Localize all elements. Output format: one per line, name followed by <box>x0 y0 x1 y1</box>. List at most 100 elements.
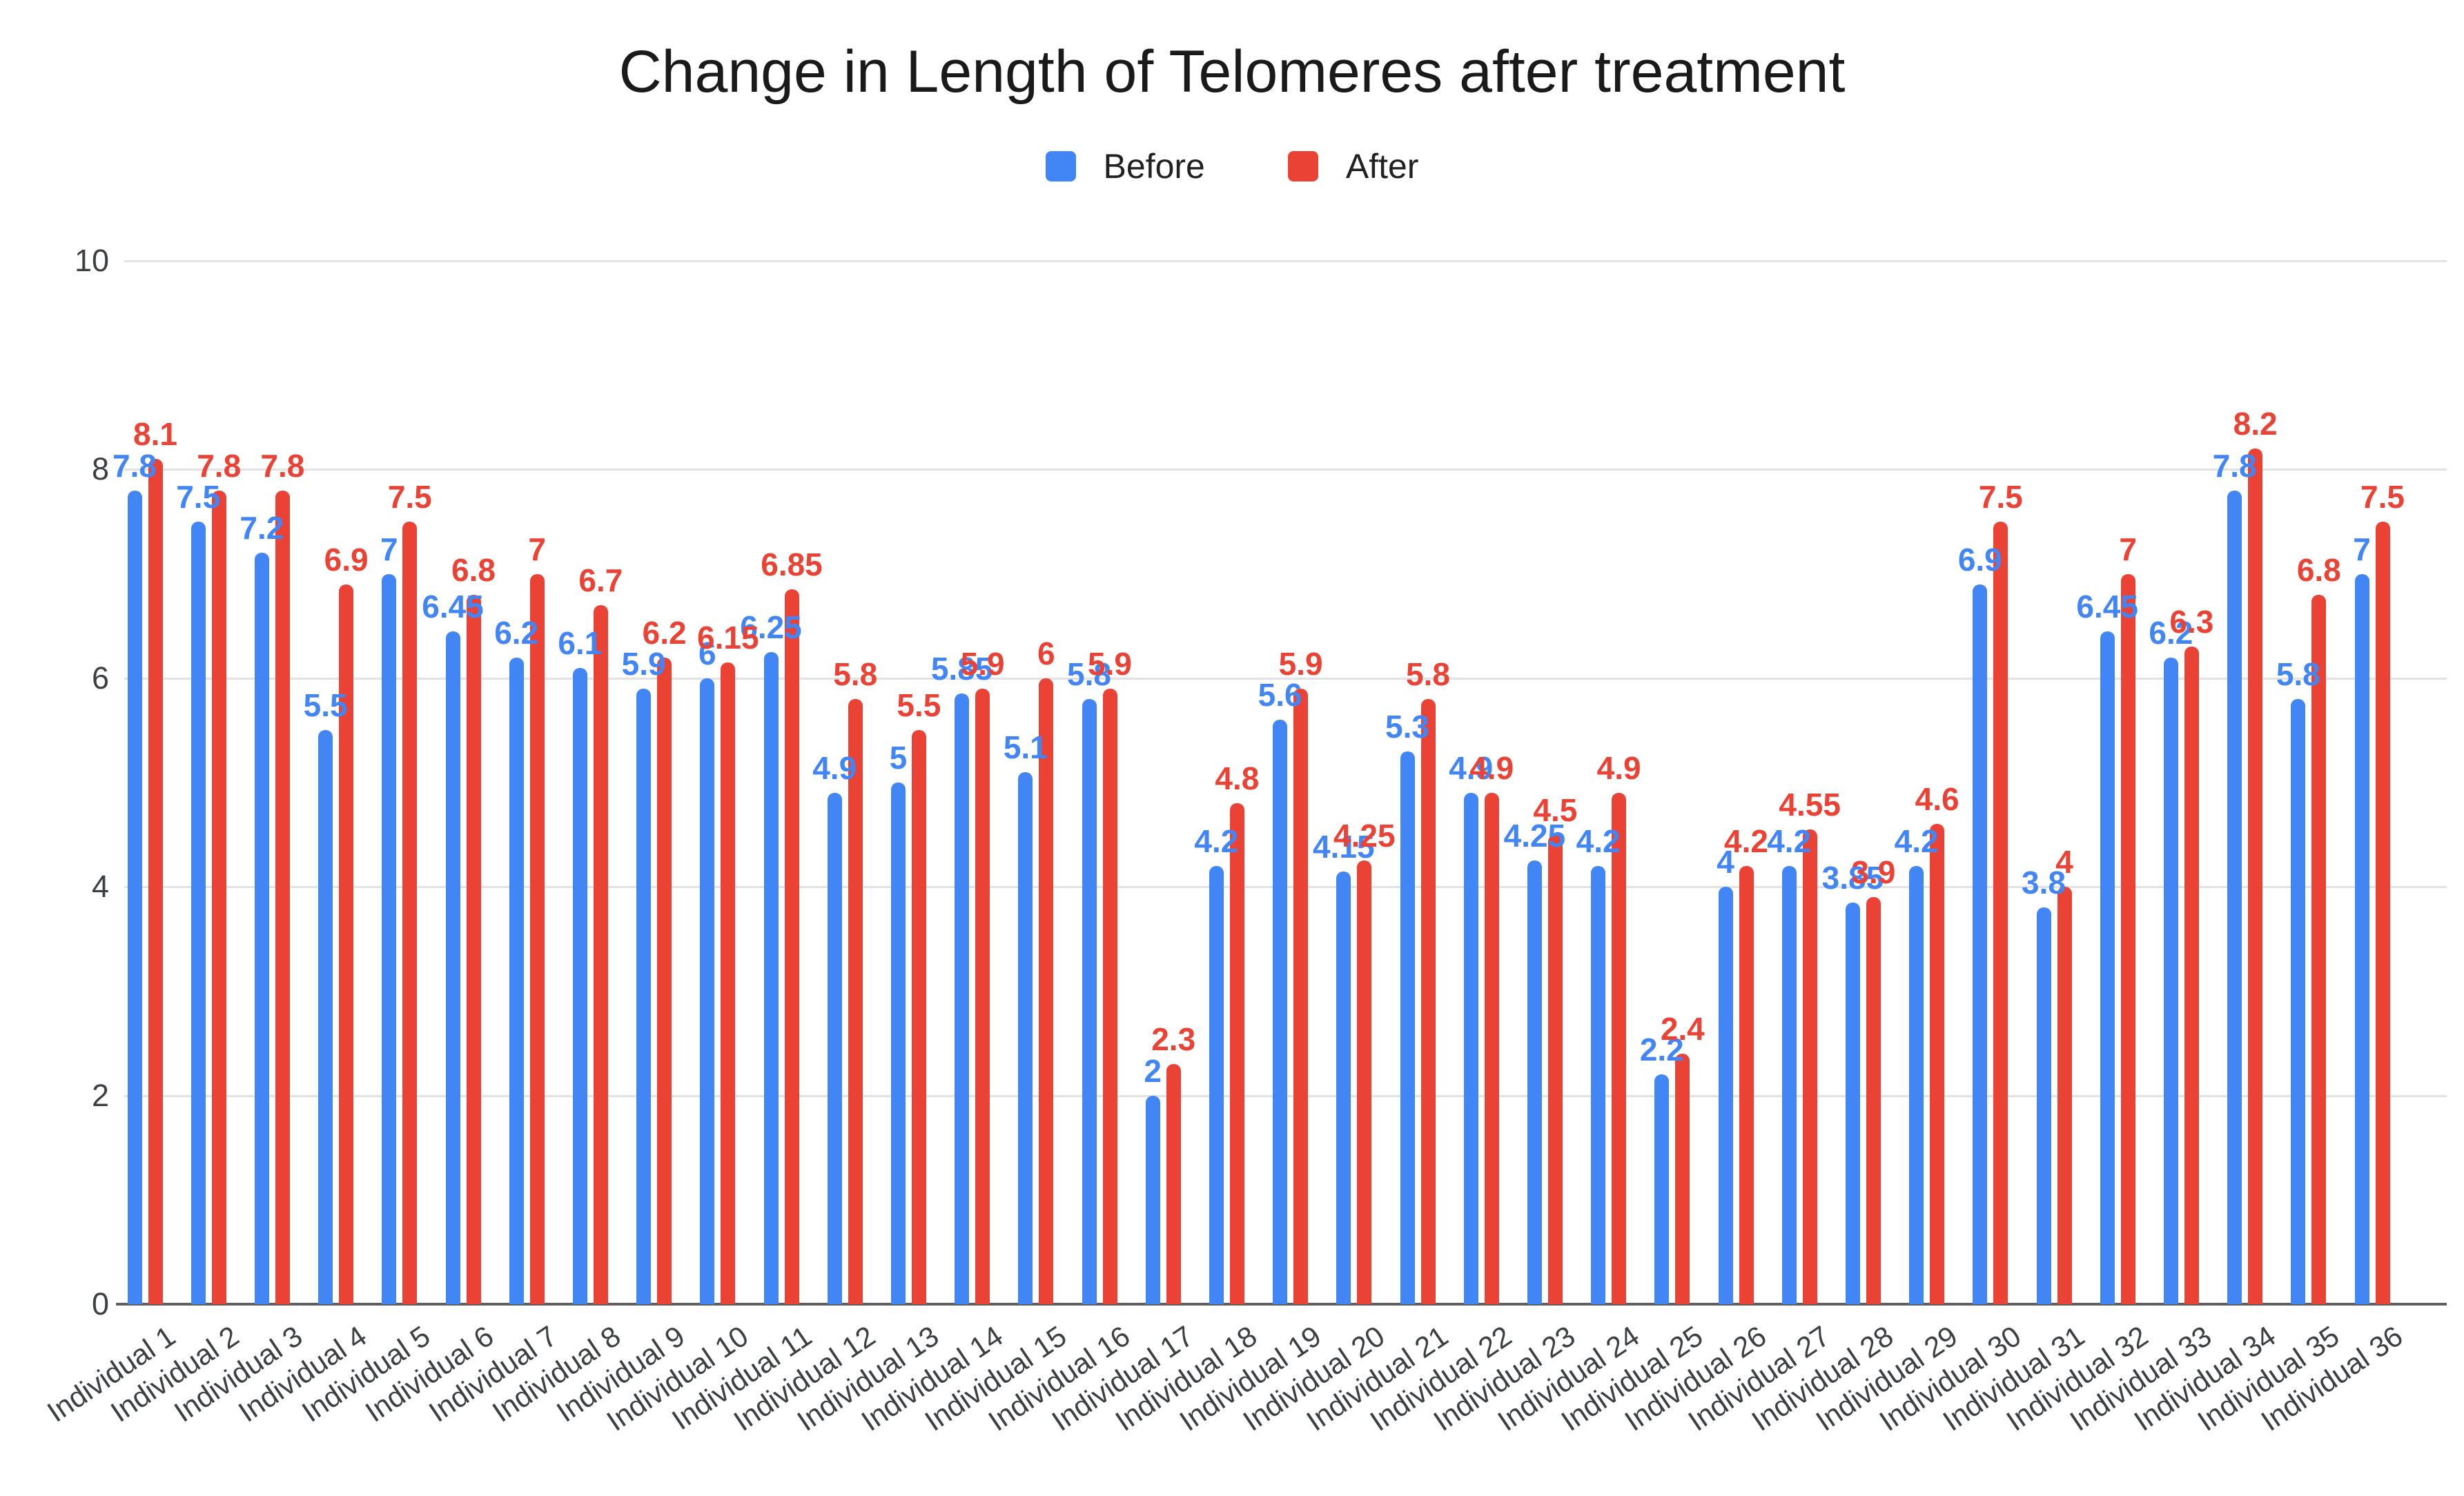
bar-after-individual-20[interactable] <box>1357 860 1372 1304</box>
bar-after-individual-11[interactable] <box>784 589 799 1304</box>
bar-after-individual-29[interactable] <box>1930 824 1945 1304</box>
bar-after-individual-17[interactable] <box>1166 1064 1181 1304</box>
bar-after-individual-27[interactable] <box>1802 829 1817 1304</box>
bar-before-individual-18[interactable] <box>1209 865 1224 1304</box>
bar-before-individual-29[interactable] <box>1909 865 1924 1304</box>
bar-after-individual-23[interactable] <box>1547 834 1563 1304</box>
data-label-before-individual-22: 4.9 <box>1449 750 1494 787</box>
bar-before-individual-26[interactable] <box>1718 887 1733 1304</box>
bar-after-individual-12[interactable] <box>848 699 863 1304</box>
bar-before-individual-3[interactable] <box>254 553 269 1304</box>
bar-after-individual-32[interactable] <box>2120 573 2135 1304</box>
data-label-before-individual-13: 5 <box>889 740 908 776</box>
bar-after-individual-28[interactable] <box>1866 897 1881 1304</box>
bar-after-individual-22[interactable] <box>1484 793 1499 1304</box>
bar-before-individual-15[interactable] <box>1018 771 1033 1304</box>
data-label-after-individual-2: 7.8 <box>197 447 242 484</box>
data-label-before-individual-5: 7 <box>380 531 398 567</box>
bar-after-individual-30[interactable] <box>1993 522 2008 1304</box>
data-label-before-individual-14: 5.85 <box>930 651 993 687</box>
data-label-before-individual-10: 6 <box>698 635 716 671</box>
bar-before-individual-6[interactable] <box>445 631 460 1304</box>
bar-before-individual-11[interactable] <box>763 652 779 1304</box>
data-label-before-individual-12: 4.9 <box>812 750 857 787</box>
bar-after-individual-18[interactable] <box>1229 803 1244 1304</box>
bar-after-individual-1[interactable] <box>148 459 163 1304</box>
bar-after-individual-4[interactable] <box>339 584 354 1304</box>
bar-before-individual-1[interactable] <box>127 490 142 1304</box>
bar-before-individual-33[interactable] <box>2163 657 2178 1304</box>
bar-before-individual-16[interactable] <box>1082 699 1097 1304</box>
bar-after-individual-21[interactable] <box>1420 699 1436 1304</box>
data-label-before-individual-8: 6.1 <box>558 624 603 661</box>
bar-after-individual-15[interactable] <box>1039 678 1054 1304</box>
bar-after-individual-9[interactable] <box>657 657 672 1304</box>
legend-label-after: After <box>1345 147 1419 186</box>
bar-before-individual-13[interactable] <box>890 783 906 1304</box>
gridline-y-10 <box>124 260 2447 262</box>
data-label-before-individual-34: 7.8 <box>2212 447 2257 484</box>
bar-before-individual-35[interactable] <box>2291 699 2306 1304</box>
bar-after-individual-5[interactable] <box>402 522 418 1304</box>
data-label-after-individual-32: 7 <box>2119 531 2137 567</box>
bar-after-individual-7[interactable] <box>529 573 545 1304</box>
bar-after-individual-24[interactable] <box>1612 793 1627 1304</box>
bar-before-individual-4[interactable] <box>318 730 333 1304</box>
bar-after-individual-33[interactable] <box>2184 647 2199 1304</box>
bar-after-individual-13[interactable] <box>911 730 926 1304</box>
bar-after-individual-6[interactable] <box>466 594 481 1304</box>
gridline-y-6 <box>124 677 2447 680</box>
bar-before-individual-27[interactable] <box>1781 865 1797 1304</box>
data-label-after-individual-17: 2.3 <box>1151 1021 1196 1058</box>
bar-before-individual-24[interactable] <box>1591 865 1606 1304</box>
bar-before-individual-34[interactable] <box>2227 490 2242 1304</box>
bar-before-individual-12[interactable] <box>827 793 842 1304</box>
data-label-before-individual-18: 4.2 <box>1194 823 1239 859</box>
bar-after-individual-10[interactable] <box>721 662 736 1304</box>
bar-before-individual-21[interactable] <box>1400 751 1415 1304</box>
data-label-before-individual-7: 6.2 <box>494 614 539 651</box>
legend-item-before[interactable]: Before <box>1045 146 1205 186</box>
data-label-before-individual-35: 5.8 <box>2276 656 2320 693</box>
bar-after-individual-8[interactable] <box>593 604 608 1304</box>
bar-before-individual-25[interactable] <box>1654 1074 1670 1304</box>
bar-before-individual-9[interactable] <box>636 688 652 1304</box>
bar-before-individual-7[interactable] <box>509 657 524 1304</box>
data-label-before-individual-24: 4.2 <box>1576 823 1621 859</box>
bar-before-individual-17[interactable] <box>1145 1095 1160 1304</box>
bar-before-individual-14[interactable] <box>955 693 970 1304</box>
data-label-after-individual-33: 6.3 <box>2169 604 2214 640</box>
bar-after-individual-35[interactable] <box>2311 594 2327 1304</box>
bar-after-individual-2[interactable] <box>211 490 226 1304</box>
bar-after-individual-34[interactable] <box>2248 449 2263 1304</box>
bar-before-individual-10[interactable] <box>700 678 715 1304</box>
bar-before-individual-22[interactable] <box>1463 793 1478 1304</box>
legend-item-after[interactable]: After <box>1287 146 1419 186</box>
bar-after-individual-25[interactable] <box>1675 1054 1690 1304</box>
bar-after-individual-16[interactable] <box>1102 688 1117 1304</box>
bar-before-individual-30[interactable] <box>1973 584 1988 1304</box>
bar-before-individual-5[interactable] <box>382 573 397 1304</box>
bar-before-individual-32[interactable] <box>2100 631 2115 1304</box>
bar-after-individual-19[interactable] <box>1293 688 1309 1304</box>
y-axis-tick-2: 2 <box>91 1077 109 1113</box>
data-label-before-individual-1: 7.8 <box>113 447 157 484</box>
bar-after-individual-14[interactable] <box>975 688 990 1304</box>
data-label-after-individual-24: 4.9 <box>1596 750 1641 787</box>
data-label-before-individual-23: 4.25 <box>1503 818 1566 854</box>
bar-before-individual-31[interactable] <box>2036 907 2051 1304</box>
legend-swatch-after <box>1287 151 1318 181</box>
bar-before-individual-36[interactable] <box>2354 573 2369 1304</box>
data-label-after-individual-8: 6.7 <box>578 562 623 598</box>
bar-before-individual-8[interactable] <box>572 667 587 1304</box>
bar-before-individual-23[interactable] <box>1527 860 1542 1304</box>
bar-after-individual-31[interactable] <box>2057 887 2072 1304</box>
bar-after-individual-26[interactable] <box>1739 865 1754 1304</box>
bar-before-individual-28[interactable] <box>1845 902 1860 1304</box>
bar-after-individual-36[interactable] <box>2375 522 2390 1304</box>
bar-before-individual-2[interactable] <box>190 522 206 1304</box>
bar-before-individual-19[interactable] <box>1273 720 1288 1304</box>
bar-before-individual-20[interactable] <box>1336 871 1351 1304</box>
bar-after-individual-3[interactable] <box>275 490 290 1304</box>
